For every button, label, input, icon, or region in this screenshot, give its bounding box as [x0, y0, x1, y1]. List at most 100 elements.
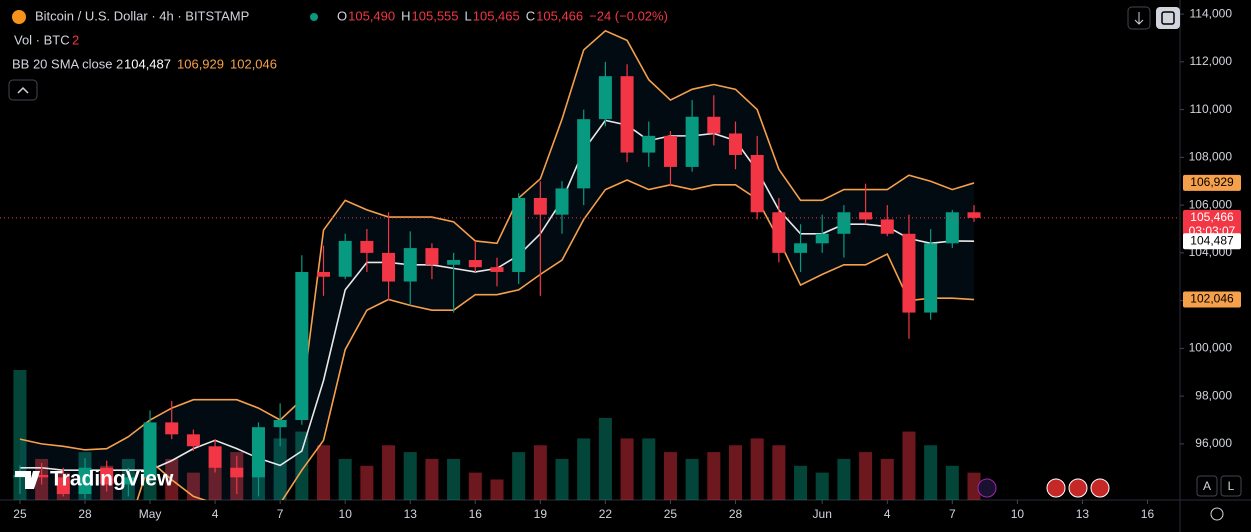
volume-bar: [750, 438, 764, 500]
volume-bar: [880, 458, 894, 500]
price-tag: [1183, 174, 1241, 191]
candle-body: [707, 116, 721, 134]
volume-bar: [577, 438, 591, 500]
event-icon[interactable]: [977, 478, 997, 498]
volume-bar: [425, 458, 439, 500]
fullscreen-icon: [1161, 11, 1175, 25]
candle-body: [208, 446, 222, 468]
scale-button[interactable]: [1220, 475, 1242, 497]
price-tag-label: 106,929: [1190, 175, 1234, 189]
fullscreen-button[interactable]: [1156, 7, 1180, 29]
collapse-button[interactable]: [8, 79, 38, 101]
candle-body: [78, 467, 92, 495]
volume-bar: [728, 445, 742, 500]
x-tick-label: 7: [277, 507, 284, 521]
band-lower: [136, 179, 975, 500]
volume-bar: [945, 465, 959, 500]
volume-bar: [533, 445, 547, 500]
candle-body: [317, 271, 331, 277]
y-tick-label: 110,000: [1190, 102, 1233, 116]
x-tick-label: 28: [78, 507, 92, 521]
y-tick-label: 98,000: [1195, 388, 1232, 402]
y-tick-label: 106,000: [1189, 197, 1233, 211]
volume-bar: [663, 452, 677, 500]
x-tick-label: 4: [212, 507, 219, 521]
volume-bar: [208, 465, 222, 500]
indicator-value: 102,046: [230, 56, 277, 71]
x-tick-label: 22: [599, 507, 613, 521]
x-tick-label: 28: [729, 507, 743, 521]
indicator-label: BB 20 SMA close 2: [12, 56, 123, 71]
ohlc-key: H: [401, 8, 410, 23]
candle-body: [902, 233, 916, 313]
volume-bar: [685, 458, 699, 500]
ohlc-value: 105,465: [473, 8, 520, 23]
candle-body: [728, 133, 742, 155]
scale-button[interactable]: [1196, 475, 1218, 497]
y-tick-label: 114,000: [1190, 6, 1233, 20]
indicator-value: 104,487: [124, 56, 171, 71]
x-tick-label: 10: [339, 507, 353, 521]
x-tick-label: 25: [664, 507, 678, 521]
price-tag: [1183, 291, 1241, 308]
candle-body: [186, 434, 200, 447]
volume-bar: [317, 445, 331, 500]
volume-bar: [295, 431, 309, 500]
candle-body: [772, 212, 786, 253]
candle-body: [230, 467, 244, 478]
x-tick-label: 4: [884, 507, 891, 521]
candle-body: [447, 260, 461, 265]
ohlc-key: O: [337, 8, 347, 23]
event-icon[interactable]: [1068, 478, 1088, 498]
candle-body: [794, 243, 808, 253]
volume-bar: [403, 452, 417, 500]
volume-bar: [447, 458, 461, 500]
price-tag: [1183, 233, 1241, 250]
volume-bar: [707, 452, 721, 500]
y-tick-label: 112,000: [1190, 54, 1233, 68]
price-tag-label: 104,487: [1190, 233, 1234, 247]
volume-bar: [360, 465, 374, 500]
volume-bar: [468, 472, 482, 500]
volume-bar: [837, 458, 851, 500]
volume-bar: [338, 458, 352, 500]
x-tick-label: May: [139, 507, 162, 521]
x-tick-label: 7: [949, 507, 956, 521]
candle-body: [273, 420, 287, 428]
candle-body: [837, 212, 851, 234]
volume-bar: [382, 445, 396, 500]
y-tick-label: 96,000: [1195, 436, 1232, 450]
volume-bar: [794, 465, 808, 500]
price-tag-label: 105,466: [1190, 210, 1234, 224]
candle-body: [859, 212, 873, 220]
candle-body: [100, 467, 114, 485]
scale-button-label: A: [1203, 479, 1211, 493]
volume-bar: [815, 472, 829, 500]
candle-body: [251, 427, 265, 478]
volume-bar: [512, 452, 526, 500]
plot-area: [13, 29, 981, 500]
volume-bar: [273, 438, 287, 500]
candle-body: [35, 474, 49, 478]
candle-body: [468, 260, 482, 268]
price-tag: [1183, 209, 1241, 240]
candle-body: [555, 188, 569, 215]
x-tick-label: 16: [1141, 507, 1155, 521]
x-tick-label: 13: [1076, 507, 1090, 521]
ohlc-value: 105,466: [536, 8, 583, 23]
volume-bar: [555, 458, 569, 500]
settings-icon[interactable]: [1210, 507, 1224, 521]
volume-value: 2: [72, 32, 79, 47]
x-tick-label: Jun: [813, 507, 832, 521]
indicator-value: 106,929: [177, 56, 224, 71]
ohlc-value: 105,490: [348, 8, 395, 23]
event-icon[interactable]: [1046, 478, 1066, 498]
volume-bar: [490, 479, 504, 500]
event-icon[interactable]: [1090, 478, 1110, 498]
x-tick-label: 13: [404, 507, 418, 521]
volume-bar: [620, 438, 634, 500]
volume-bar: [902, 431, 916, 500]
candle-body: [685, 116, 699, 167]
candle-body: [577, 119, 591, 189]
